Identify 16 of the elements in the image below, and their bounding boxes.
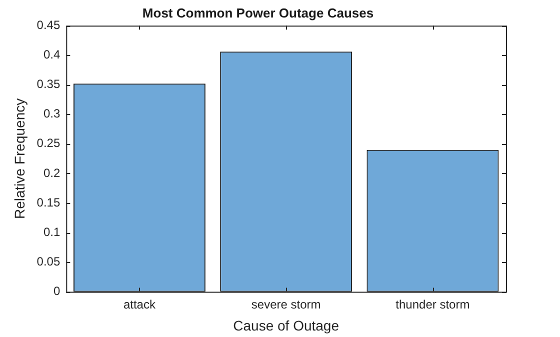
y-tick-label: 0.4 [43,47,60,62]
y-axis-title: Relative Frequency [11,98,28,220]
x-tick-label: thunder storm [396,297,470,312]
x-tick-label: attack [123,297,156,312]
y-tick-label: 0.05 [36,254,60,269]
y-tick-label: 0 [53,284,60,298]
y-tick-label: 0.25 [36,136,60,150]
y-tick-label: 0.45 [36,18,60,32]
x-axis-title: Cause of Outage [233,317,340,334]
y-tick-label: 0.2 [43,166,60,180]
chart-title: Most Common Power Outage Causes [142,5,374,20]
y-tick-label: 0.15 [36,195,60,210]
y-tick-label: 0.35 [36,77,60,92]
x-tick-label: severe storm [251,297,321,312]
y-tick-label: 0.1 [43,224,60,239]
y-tick-label: 0.3 [43,106,60,121]
